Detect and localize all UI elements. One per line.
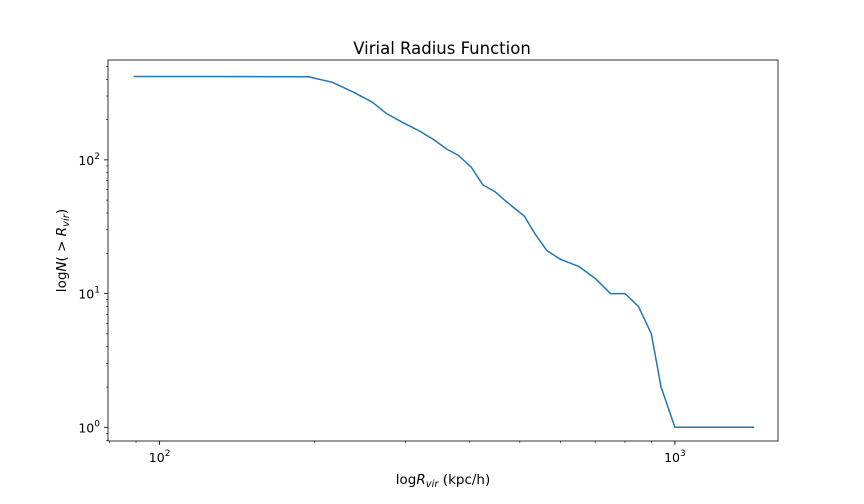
- plot-layer: 102 103 100 101 102 logRvir (kpc/h) logN( > Rv…: [54, 59, 779, 490]
- y-tick-label: 102: [78, 152, 100, 168]
- x-axis-label: logRvir (kpc/h): [396, 472, 491, 490]
- x-tick-label: 103: [664, 449, 686, 465]
- y-tick-label: 101: [78, 286, 100, 302]
- x-tick-label: 102: [149, 449, 171, 465]
- y-axis-label: logN( > Rvir): [54, 209, 72, 292]
- chart-title: Virial Radius Function: [353, 39, 531, 58]
- plot-frame: [107, 59, 779, 442]
- y-tick-label: 100: [78, 419, 100, 435]
- series-line-0: [133, 75, 755, 429]
